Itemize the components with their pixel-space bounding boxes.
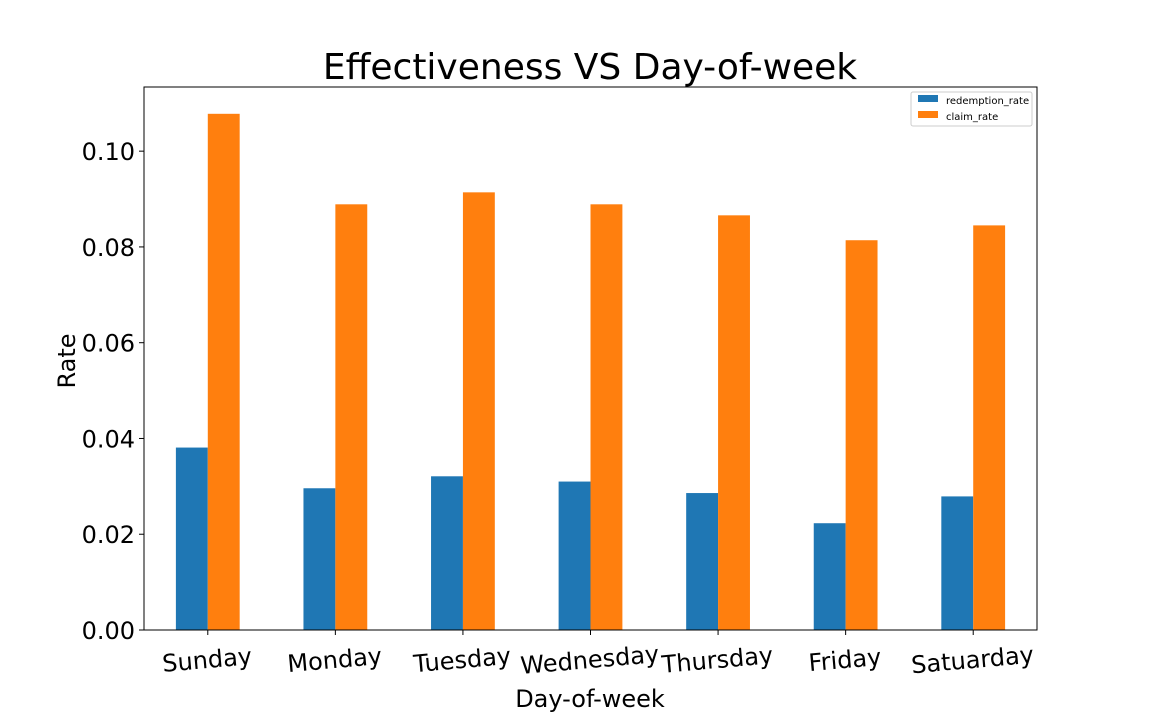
plot-frame — [143, 86, 1038, 631]
bar-redemption-rate-satuarday — [941, 496, 974, 630]
chart-title: Effectiveness VS Day-of-week — [323, 47, 857, 88]
bar-claim-rate-satuarday — [973, 225, 1006, 630]
bar-claim-rate-monday — [335, 204, 368, 630]
x-tick-label: Monday — [286, 642, 383, 678]
legend-swatch-claim-rate — [918, 111, 938, 118]
x-axis-ticks: Sunday Monday Tuesday Wednesday Thursday Frid… — [161, 630, 1035, 680]
bar-claim-rate-wednesday — [590, 204, 623, 630]
y-axis-label: Rate — [53, 333, 81, 388]
bar-claim-rate-friday — [845, 240, 878, 631]
x-tick-label: Friday — [807, 643, 882, 677]
legend-label-redemption-rate: redemption_rate — [946, 96, 1029, 107]
bar-redemption-rate-sunday — [175, 447, 208, 630]
y-tick-label: 0.00 — [82, 617, 135, 645]
bar-redemption-rate-wednesday — [558, 481, 591, 630]
x-tick-label: Tuesday — [411, 642, 512, 678]
bar-claim-rate-sunday — [207, 113, 240, 630]
x-tick-label: Satuarday — [910, 641, 1035, 680]
bar-claim-rate-tuesday — [462, 192, 495, 630]
y-tick-label: 0.04 — [82, 425, 135, 453]
bar-redemption-rate-friday — [813, 523, 846, 630]
x-tick-label: Thursday — [660, 641, 775, 679]
y-tick-label: 0.10 — [82, 138, 135, 166]
y-tick-label: 0.06 — [82, 330, 135, 358]
bars-group — [175, 113, 1006, 631]
bar-claim-rate-thursday — [718, 215, 750, 630]
x-tick-label: Wednesday — [519, 640, 660, 680]
legend-swatch-redemption-rate — [918, 95, 938, 102]
y-axis-ticks: 0.00 0.02 0.04 0.06 0.08 0.10 — [82, 138, 144, 645]
bar-redemption-rate-tuesday — [431, 476, 463, 630]
y-tick-label: 0.08 — [82, 234, 135, 262]
legend-box — [910, 91, 1033, 127]
legend: redemption_rate claim_rate — [910, 91, 1033, 127]
bar-redemption-rate-monday — [303, 488, 336, 630]
x-axis-label: Day-of-week — [515, 685, 665, 713]
legend-label-claim-rate: claim_rate — [946, 112, 998, 123]
x-tick-label: Sunday — [161, 642, 253, 678]
bar-redemption-rate-thursday — [686, 493, 719, 630]
y-tick-label: 0.02 — [82, 521, 135, 549]
